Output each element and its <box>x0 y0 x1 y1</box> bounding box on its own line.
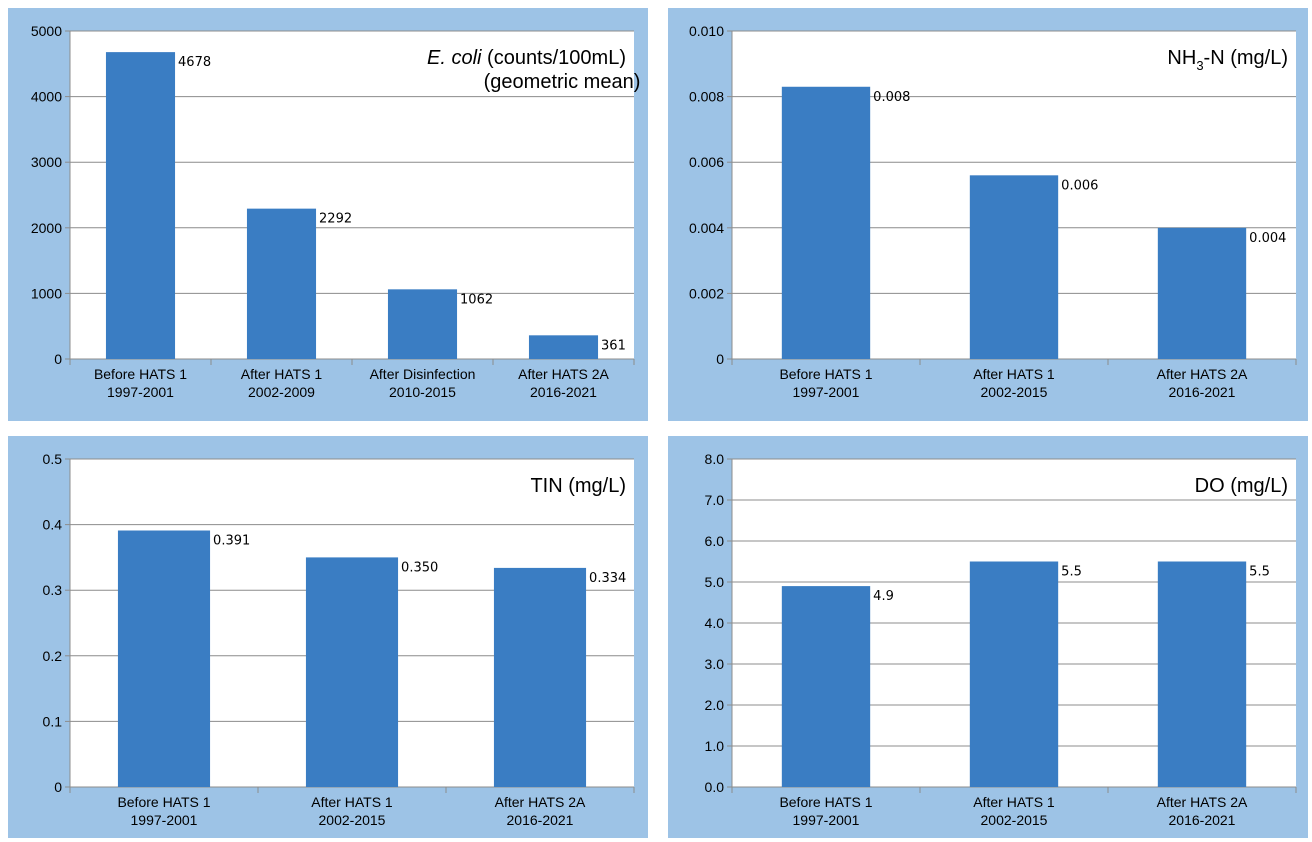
y-tick-label: 4.0 <box>705 615 725 631</box>
x-category-label: After HATS 2A <box>518 366 609 382</box>
data-label: 0.006 <box>1061 178 1098 193</box>
data-label: 361 <box>601 338 626 353</box>
y-tick-label: 0.008 <box>689 89 724 105</box>
data-label: 1062 <box>460 292 493 307</box>
x-period-label: 1997-2001 <box>131 812 198 828</box>
chart-title: NH3-N (mg/L) <box>1167 47 1288 73</box>
title-post: -N (mg/L) <box>1204 47 1288 69</box>
x-period-label: 2002-2015 <box>981 812 1048 828</box>
x-category-label: After HATS 1 <box>973 366 1055 382</box>
x-category-label: After HATS 2A <box>495 794 586 810</box>
chart-title: TIN (mg/L) <box>530 475 626 497</box>
x-period-label: 1997-2001 <box>793 384 860 400</box>
bar <box>969 175 1059 359</box>
chart-panel-ammonia: 0 0.002 0.004 0.006 0.008 0.010 0.008 Before HA… <box>668 8 1308 421</box>
y-tick-label: 2000 <box>31 220 62 236</box>
y-tick-label: 0.1 <box>43 713 63 729</box>
y-tick-label: 4000 <box>31 89 62 105</box>
data-label: 4678 <box>178 55 211 70</box>
y-tick-label: 1.0 <box>705 738 725 754</box>
y-tick-label: 0.006 <box>689 154 724 170</box>
x-category-label: Before HATS 1 <box>779 794 872 810</box>
data-label: 2292 <box>319 212 352 227</box>
data-label: 4.9 <box>873 589 894 604</box>
x-period-label: 2016-2021 <box>507 812 574 828</box>
y-tick-label: 3000 <box>31 154 62 170</box>
y-tick-label: 0.004 <box>689 220 724 236</box>
bar <box>105 52 176 359</box>
x-period-label: 2002-2015 <box>981 384 1048 400</box>
data-label: 0.004 <box>1249 231 1286 246</box>
x-period-label: 2016-2021 <box>530 384 597 400</box>
title-subscript: 3 <box>1196 58 1203 73</box>
data-label: 0.334 <box>589 571 626 586</box>
chart-subtitle: (geometric mean) <box>484 71 641 93</box>
x-category-label: After HATS 2A <box>1157 794 1248 810</box>
x-period-label: 2016-2021 <box>1169 812 1236 828</box>
y-tick-label: 0 <box>54 351 62 367</box>
y-tick-label: 0.5 <box>43 451 63 467</box>
y-tick-label: 6.0 <box>705 533 725 549</box>
y-tick-label: 5000 <box>31 23 62 39</box>
tin-bar-chart: 0 0.1 0.2 0.3 0.4 0.5 0.391 Before HATS 1 1997-2… <box>43 451 635 828</box>
title-italic-part: E. coli <box>427 47 482 69</box>
chart-panel-tin: 0 0.1 0.2 0.3 0.4 0.5 0.391 Before HATS 1 1997-2… <box>8 436 648 838</box>
chart-title: E. coli (counts/100mL) <box>427 47 626 69</box>
bar <box>528 335 599 359</box>
bar <box>781 86 871 359</box>
y-tick-label: 0.2 <box>43 648 63 664</box>
bar <box>387 289 458 359</box>
bar <box>246 208 317 359</box>
bar <box>305 557 399 787</box>
y-tick-label: 0.0 <box>705 779 725 795</box>
y-tick-label: 7.0 <box>705 492 725 508</box>
x-category-label: After HATS 1 <box>311 794 393 810</box>
y-tick-label: 0.010 <box>689 23 724 39</box>
x-period-label: 2016-2021 <box>1169 384 1236 400</box>
chart-title: DO (mg/L) <box>1195 475 1288 497</box>
x-period-label: 1997-2001 <box>107 384 174 400</box>
data-label: 0.350 <box>401 560 438 575</box>
x-category-label: After HATS 1 <box>973 794 1055 810</box>
bar <box>969 561 1059 787</box>
title-rest-part: (counts/100mL) <box>487 47 626 69</box>
do-bar-chart: 0.0 1.0 2.0 3.0 4.0 5.0 6.0 7.0 8.0 4.9 Before HAT… <box>705 451 1297 828</box>
x-period-label: 2002-2015 <box>319 812 386 828</box>
bar <box>117 530 211 787</box>
title-pre: NH <box>1167 47 1196 69</box>
ecoli-bar-chart: 0 1000 2000 3000 4000 5000 4678 Before HATS 1 19… <box>31 23 641 400</box>
x-category-label: Before HATS 1 <box>779 366 872 382</box>
x-category-label: Before HATS 1 <box>117 794 210 810</box>
x-period-label: 2010-2015 <box>389 384 456 400</box>
y-tick-label: 3.0 <box>705 656 725 672</box>
x-category-label: After HATS 2A <box>1157 366 1248 382</box>
chart-panel-ecoli: 0 1000 2000 3000 4000 5000 4678 Before HATS 1 19… <box>8 8 648 421</box>
data-label: 5.5 <box>1061 565 1082 580</box>
data-label: 0.391 <box>213 534 250 549</box>
y-tick-label: 2.0 <box>705 697 725 713</box>
y-tick-label: 0.3 <box>43 582 63 598</box>
data-label: 0.008 <box>873 90 910 105</box>
y-tick-label: 0 <box>54 779 62 795</box>
data-label: 5.5 <box>1249 565 1270 580</box>
x-period-label: 2002-2009 <box>248 384 315 400</box>
y-tick-label: 0 <box>716 351 724 367</box>
y-tick-label: 1000 <box>31 285 62 301</box>
y-tick-label: 5.0 <box>705 574 725 590</box>
y-tick-label: 8.0 <box>705 451 725 467</box>
x-category-label: After Disinfection <box>370 366 476 382</box>
bar <box>1157 227 1247 359</box>
chart-panel-do: 0.0 1.0 2.0 3.0 4.0 5.0 6.0 7.0 8.0 4.9 Before HAT… <box>668 436 1308 838</box>
y-tick-label: 0.4 <box>43 517 63 533</box>
ammonia-bar-chart: 0 0.002 0.004 0.006 0.008 0.010 0.008 Before HA… <box>689 23 1297 400</box>
y-tick-label: 0.002 <box>689 285 724 301</box>
bar <box>493 567 587 787</box>
bar <box>781 586 871 787</box>
bar <box>1157 561 1247 787</box>
x-category-label: After HATS 1 <box>241 366 323 382</box>
x-period-label: 1997-2001 <box>793 812 860 828</box>
x-category-label: Before HATS 1 <box>94 366 187 382</box>
